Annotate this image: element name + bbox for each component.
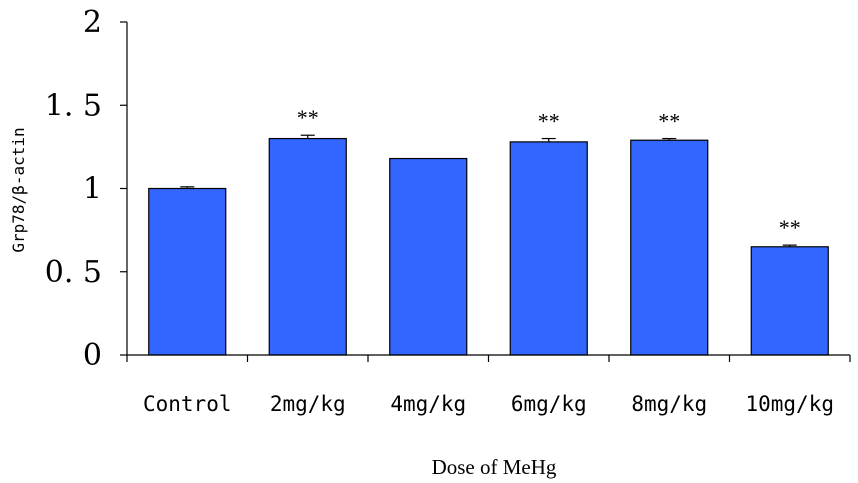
bar: [268, 137, 347, 356]
bar: [509, 141, 588, 356]
x-tick-label: 10mg/kg: [745, 392, 834, 416]
y-tick-label: 0: [83, 338, 102, 373]
significance-marker: **: [779, 215, 801, 240]
y-axis-ticks: [120, 21, 127, 356]
x-tick-label: 8mg/kg: [631, 392, 707, 416]
error-bars: [180, 134, 797, 247]
x-tick-label: 6mg/kg: [511, 392, 587, 416]
y-axis-tick-labels: 0 0. 5 1 1. 5 2: [45, 5, 102, 373]
y-tick-label: 1: [83, 172, 102, 207]
bar: [389, 157, 468, 356]
bar: [148, 187, 227, 356]
x-axis-label: Dose of MeHg: [432, 455, 557, 479]
x-tick-label: 4mg/kg: [390, 392, 466, 416]
x-axis-ticks: [126, 355, 851, 362]
x-tick-label: Control: [143, 392, 232, 416]
significance-marker: **: [658, 109, 680, 134]
bar: [630, 139, 709, 356]
y-tick-label: 1. 5: [45, 88, 102, 123]
bar: [750, 246, 829, 356]
x-axis-category-labels: Control 2mg/kg 4mg/kg 6mg/kg 8mg/kg 10mg/kg: [143, 392, 834, 416]
y-tick-label: 0. 5: [45, 255, 102, 290]
y-axis-label: Grp78/β-actin: [9, 127, 28, 252]
bars: [148, 137, 829, 356]
significance-labels: ** ** ** **: [297, 105, 801, 240]
significance-marker: **: [297, 105, 319, 130]
significance-marker: **: [538, 109, 560, 134]
y-tick-label: 2: [83, 5, 102, 40]
x-tick-label: 2mg/kg: [270, 392, 346, 416]
